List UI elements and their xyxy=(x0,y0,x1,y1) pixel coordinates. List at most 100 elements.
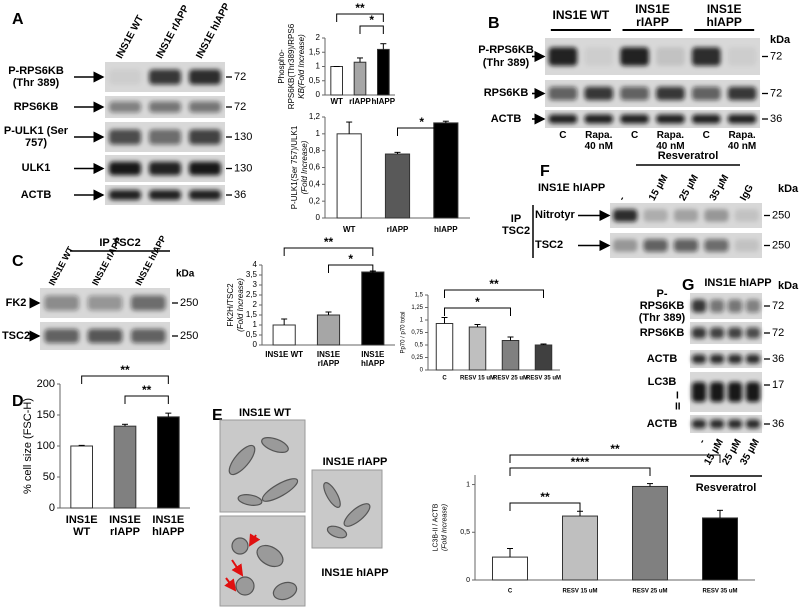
y-axis-label: Pp70 / p70 total xyxy=(401,311,407,353)
significance-label: * xyxy=(369,13,374,27)
y-axis-label: (Fold Increase) xyxy=(236,278,245,332)
y-tick-label: 0,5 xyxy=(460,529,470,536)
cell-shape xyxy=(231,537,249,555)
y-tick-label: 50 xyxy=(43,471,55,483)
blot-band xyxy=(548,47,578,66)
bar xyxy=(433,122,459,219)
y-axis-label: KB(Fold Increase) xyxy=(297,34,306,99)
bar xyxy=(632,485,668,581)
bar xyxy=(330,66,344,96)
y-tick-label: 100 xyxy=(37,440,55,452)
blot-band xyxy=(727,419,743,429)
y-tick-label: 1 xyxy=(466,481,470,488)
blot-band xyxy=(584,114,614,124)
kda-marker: 130 xyxy=(234,162,252,174)
cell-shape xyxy=(343,503,371,527)
kda-marker: 36 xyxy=(770,113,782,125)
significance-bracket xyxy=(509,502,581,511)
unit-label: kDa xyxy=(770,34,791,46)
row-label: RPS6KB xyxy=(483,87,529,100)
lane-label: - xyxy=(697,437,708,445)
y-tick-label: 1 xyxy=(253,320,258,329)
bar xyxy=(353,61,367,96)
x-tick-label: C xyxy=(442,376,447,382)
bar xyxy=(377,48,390,96)
x-tick-label: RESV 15 uM xyxy=(460,376,495,382)
blot-band xyxy=(745,327,761,339)
y-tick-label: 200 xyxy=(37,378,55,390)
x-tick-label: C xyxy=(508,589,513,595)
x-tick-label: RESV 25 uM xyxy=(632,589,667,595)
blot-strip xyxy=(690,415,762,433)
significance-bracket xyxy=(124,395,169,404)
row-label: P-RPS6KB (Thr 389) xyxy=(638,287,686,325)
lane-label: C xyxy=(630,130,639,141)
blot-band xyxy=(149,101,181,113)
x-tick-label: hIAPP xyxy=(434,225,458,234)
significance-bracket xyxy=(81,375,169,384)
significance-label: ** xyxy=(355,1,365,15)
lane-label: - xyxy=(617,194,628,202)
blot-band xyxy=(745,354,761,364)
blot-strip xyxy=(545,38,760,75)
kda-marker: 250 xyxy=(772,239,790,251)
significance-label: * xyxy=(419,115,424,129)
panel-label: F xyxy=(540,163,550,180)
blot-band xyxy=(656,86,685,101)
image-label: INS1E WT xyxy=(239,407,291,419)
y-tick-label: 1 xyxy=(316,62,321,71)
cell-shape xyxy=(323,482,341,508)
significance-bracket xyxy=(283,247,374,256)
bar xyxy=(70,445,94,509)
lane-label: IgG xyxy=(738,183,756,203)
blot-band xyxy=(109,129,141,145)
blot-band xyxy=(44,295,79,311)
y-tick-label: 2,5 xyxy=(246,290,258,299)
kda-marker: 72 xyxy=(772,300,784,312)
blot-band xyxy=(709,419,725,429)
x-tick-label: WT xyxy=(330,97,343,106)
blot-band xyxy=(189,161,221,176)
x-tick-label: WT xyxy=(343,225,356,234)
lane-label: INS1E WT xyxy=(114,14,146,61)
lane-label: 35 µM xyxy=(708,173,732,203)
group-label: INS1E rIAPP xyxy=(635,1,670,29)
significance-bracket xyxy=(397,127,447,136)
kda-marker: 250 xyxy=(180,297,198,309)
row-label: ACTB xyxy=(646,417,678,430)
blot-band xyxy=(87,295,123,311)
blot-band xyxy=(727,382,743,402)
significance-label: * xyxy=(475,295,480,309)
blot-band xyxy=(584,47,614,66)
y-tick-label: 1,25 xyxy=(411,305,423,311)
blot-band xyxy=(548,86,578,101)
blot-band xyxy=(109,69,141,85)
row-label: ACTB xyxy=(490,112,522,125)
x-tick-label: INS1E hIAPP xyxy=(361,350,385,368)
x-tick-label: RESV 15 uM xyxy=(562,589,597,595)
row-label: P-RPS6KB (Thr 389) xyxy=(478,44,534,69)
bar xyxy=(384,153,411,219)
significance-bracket xyxy=(509,467,651,476)
row-label: TSC2 xyxy=(535,239,564,252)
unit-label: kDa xyxy=(778,280,799,292)
y-axis-label: (Fold Increase) xyxy=(300,140,309,194)
y-tick-label: 0 xyxy=(466,577,470,584)
y-tick-label: 0,5 xyxy=(246,330,258,339)
y-tick-label: 0 xyxy=(420,368,424,374)
significance-label: ** xyxy=(142,383,152,397)
blot-band xyxy=(704,209,729,222)
kda-marker: 36 xyxy=(772,418,784,430)
significance-bracket xyxy=(359,25,384,34)
row-label: Nitrotyr xyxy=(535,209,575,222)
y-tick-label: 0,6 xyxy=(309,163,321,172)
x-tick-label: hIAPP xyxy=(372,97,396,106)
lane-label: INS1E WT xyxy=(47,244,76,287)
panel-label: G xyxy=(682,277,694,294)
kda-marker: 72 xyxy=(772,327,784,339)
blot-band xyxy=(620,47,649,66)
blot-band xyxy=(709,382,725,402)
blot-band xyxy=(613,239,638,252)
blot-band xyxy=(727,354,743,364)
